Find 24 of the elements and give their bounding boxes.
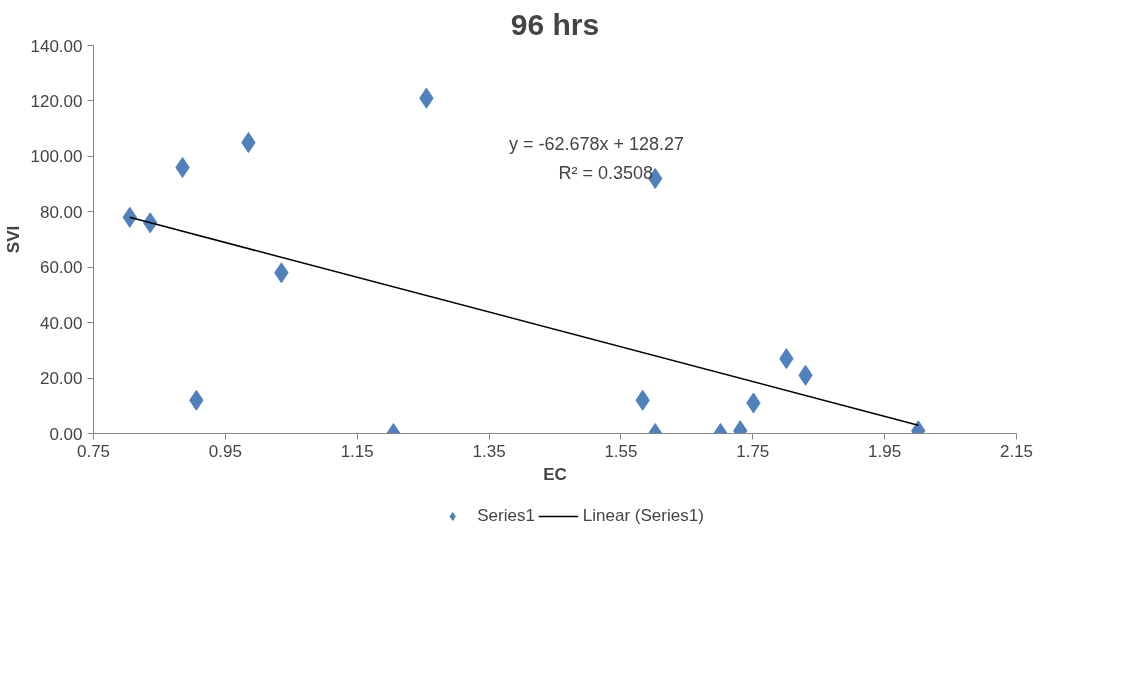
x-tick-label: 1.75 [736,441,770,461]
y-tick-label: 40.00 [39,313,83,333]
x-axis-title: EC [543,464,567,484]
point [241,132,256,153]
legend-label: Series1 [477,506,535,526]
annotation: R² = 0.3508 [558,163,654,184]
legend-label: Linear (Series1) [582,506,704,526]
y-tick-label: 60.00 [39,258,83,278]
y-axis-title: SVI [3,225,23,254]
x-tick-label: 0.75 [76,441,111,461]
x-tick-label: 1.35 [472,441,506,461]
y-tick-label: 80.00 [39,202,83,222]
y-tick-label: 100.00 [30,147,83,167]
y-tick-label: 140.00 [30,36,83,56]
y-tick-label: 20.00 [39,369,83,389]
y-tick-label: 0.00 [49,424,83,444]
x-tick-label: 0.95 [208,441,242,461]
x-tick-label: 1.95 [868,441,902,461]
x-tick-label: 1.55 [604,441,638,461]
x-tick-label: 2.15 [999,441,1034,461]
chart-title: 96 hrs [510,7,600,41]
x-tick-label: 1.15 [340,441,374,461]
y-tick-label: 120.00 [30,91,83,111]
annotation: y = -62.678x + 128.27 [508,134,685,155]
